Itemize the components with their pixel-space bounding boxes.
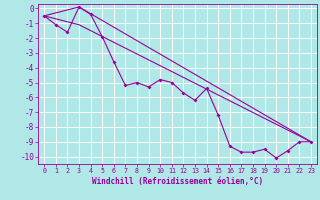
X-axis label: Windchill (Refroidissement éolien,°C): Windchill (Refroidissement éolien,°C) bbox=[92, 177, 263, 186]
